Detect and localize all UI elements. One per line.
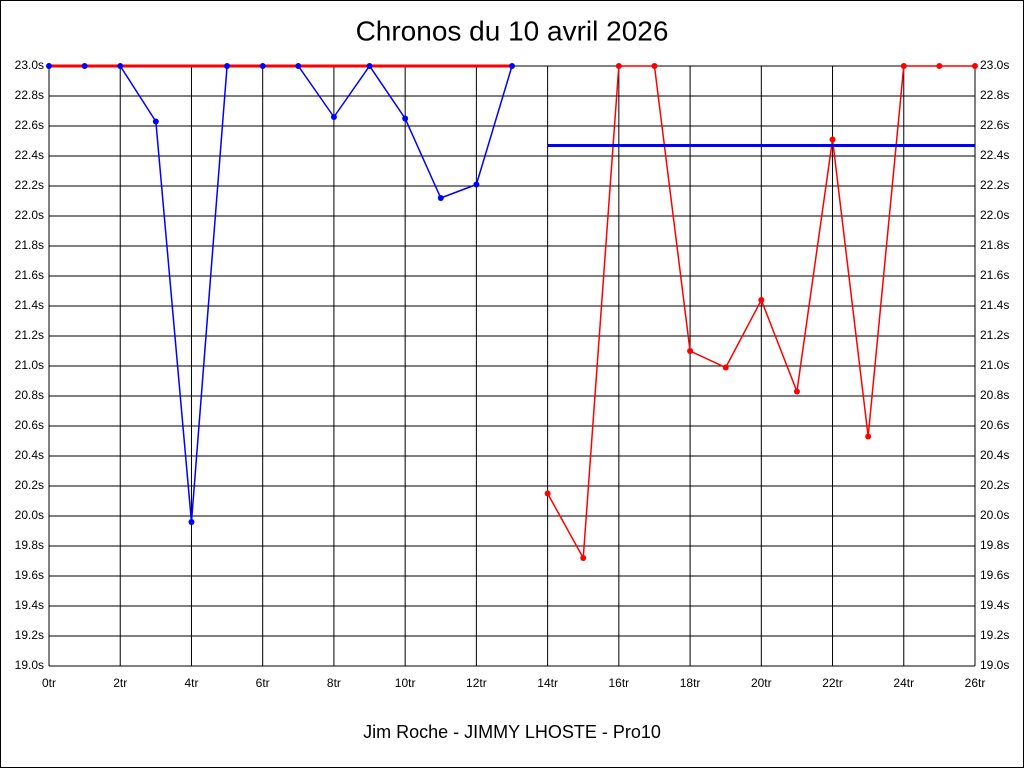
y2-tick-label: 19.6s: [980, 568, 1009, 582]
data-point: [865, 433, 872, 440]
y-tick-label: 22.4s: [15, 148, 44, 162]
data-point: [580, 555, 587, 561]
y-tick-label: 23.0s: [15, 58, 44, 72]
y-tick-label: 20.6s: [15, 418, 44, 432]
y2-tick-label: 22.8s: [980, 88, 1009, 102]
x-tick-label: 18tr: [680, 676, 701, 690]
y-tick-label: 22.6s: [15, 118, 44, 132]
data-point: [900, 63, 907, 69]
data-point: [615, 63, 622, 69]
data-point: [758, 297, 765, 303]
x-tick-label: 10tr: [395, 676, 416, 690]
y2-tick-label: 19.2s: [980, 628, 1009, 642]
data-point: [793, 388, 800, 395]
y2-tick-label: 21.2s: [980, 328, 1009, 342]
y2-tick-label: 23.0s: [980, 58, 1009, 72]
x-tick-label: 6tr: [256, 676, 270, 690]
data-point: [46, 63, 52, 69]
x-tick-label: 2tr: [113, 676, 127, 690]
y2-tick-label: 21.4s: [980, 298, 1009, 312]
data-point: [366, 63, 373, 69]
data-point: [330, 114, 337, 120]
x-tick-label: 12tr: [466, 676, 487, 690]
data-point: [259, 63, 266, 69]
y-tick-label: 20.0s: [15, 508, 44, 522]
y2-tick-label: 21.6s: [980, 268, 1009, 282]
y2-tick-label: 20.2s: [980, 478, 1009, 492]
data-point: [117, 63, 124, 69]
y-tick-label: 19.4s: [15, 598, 44, 612]
y2-tick-label: 19.8s: [980, 538, 1009, 552]
chart-footer: Jim Roche - JIMMY LHOSTE - Pro10: [363, 722, 661, 742]
x-tick-label: 0tr: [42, 676, 56, 690]
y-tick-label: 21.4s: [15, 298, 44, 312]
y2-tick-label: 20.4s: [980, 448, 1009, 462]
y2-tick-label: 19.0s: [980, 658, 1009, 672]
y-tick-label: 19.8s: [15, 538, 44, 552]
x-tick-label: 8tr: [327, 676, 341, 690]
y-tick-label: 22.2s: [15, 178, 44, 192]
data-point: [152, 118, 159, 125]
chart-title: Chronos du 10 avril 2026: [356, 15, 669, 46]
y-tick-label: 19.6s: [15, 568, 44, 582]
y-tick-label: 20.8s: [15, 388, 44, 402]
data-point: [722, 364, 729, 371]
y2-tick-label: 22.4s: [980, 148, 1009, 162]
x-tick-label: 22tr: [822, 676, 843, 690]
data-point: [224, 63, 231, 69]
x-tick-label: 20tr: [751, 676, 772, 690]
y-tick-label: 21.6s: [15, 268, 44, 282]
y-tick-label: 22.0s: [15, 208, 44, 222]
data-point: [81, 63, 88, 69]
x-tick-label: 26tr: [965, 676, 986, 690]
y-tick-label: 20.4s: [15, 448, 44, 462]
data-point: [509, 63, 515, 69]
y-tick-label: 22.8s: [15, 88, 44, 102]
data-point: [402, 115, 409, 122]
x-tick-label: 16tr: [609, 676, 630, 690]
y2-tick-label: 22.0s: [980, 208, 1009, 222]
y2-tick-label: 22.6s: [980, 118, 1009, 132]
x-tick-label: 14tr: [537, 676, 558, 690]
data-point: [651, 63, 658, 69]
data-point: [295, 63, 302, 69]
data-point: [473, 181, 480, 188]
data-point: [188, 519, 195, 525]
y2-tick-label: 20.6s: [980, 418, 1009, 432]
y-tick-label: 19.2s: [15, 628, 44, 642]
data-point: [687, 348, 694, 354]
data-point: [829, 136, 836, 143]
data-point: [972, 63, 978, 69]
data-point: [437, 195, 444, 201]
y2-tick-label: 21.0s: [980, 358, 1009, 372]
data-point: [544, 490, 551, 497]
x-tick-label: 24tr: [893, 676, 914, 690]
y-tick-label: 19.0s: [15, 658, 44, 672]
y2-tick-label: 20.0s: [980, 508, 1009, 522]
y2-tick-label: 22.2s: [980, 178, 1009, 192]
data-point: [936, 63, 943, 69]
y2-tick-label: 19.4s: [980, 598, 1009, 612]
y-tick-label: 21.0s: [15, 358, 44, 372]
y-tick-label: 20.2s: [15, 478, 44, 492]
y2-tick-label: 21.8s: [980, 238, 1009, 252]
y-tick-label: 21.8s: [15, 238, 44, 252]
y-tick-label: 21.2s: [15, 328, 44, 342]
x-tick-label: 4tr: [184, 676, 198, 690]
y2-tick-label: 20.8s: [980, 388, 1009, 402]
